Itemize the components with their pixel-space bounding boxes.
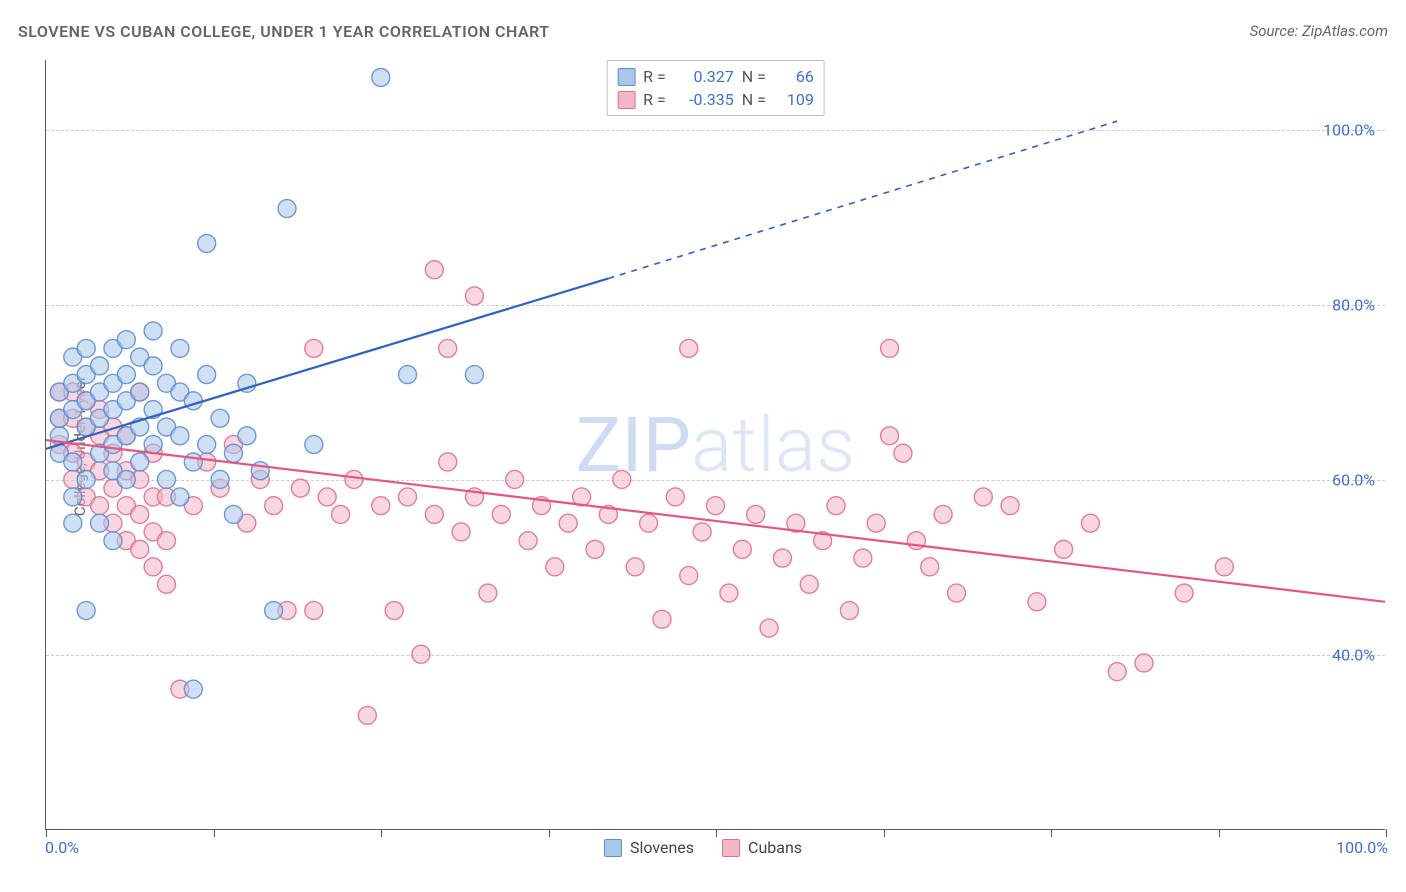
legend-item: Slovenes — [604, 838, 694, 857]
x-tick — [46, 829, 47, 837]
legend-label: Slovenes — [630, 838, 694, 857]
x-tick — [1386, 829, 1387, 837]
corr-r-label: R = — [643, 90, 666, 109]
x-tick — [716, 829, 717, 837]
corr-r-value: -0.335 — [674, 90, 734, 109]
corr-n-label: N = — [742, 90, 766, 109]
x-tick — [549, 829, 550, 837]
plot-area: ZIPatlas R =0.327N =66R =-0.335N =109 40… — [45, 60, 1385, 830]
corr-row: R = -0.335 N = 109 — [617, 88, 814, 111]
legend-item: Cubans — [722, 838, 802, 857]
corr-n-label: N = — [742, 67, 766, 86]
corr-swatch — [617, 68, 635, 86]
x-tick — [1051, 829, 1052, 837]
legend-swatch — [722, 839, 740, 857]
x-tick — [884, 829, 885, 837]
legend-swatch — [604, 839, 622, 857]
x-tick — [214, 829, 215, 837]
legend-label: Cubans — [748, 838, 802, 857]
corr-r-value: 0.327 — [674, 67, 734, 86]
scatter-svg — [46, 60, 1385, 829]
x-tick — [381, 829, 382, 837]
corr-swatch — [617, 91, 635, 109]
corr-row: R = 0.327 N = 66 — [617, 65, 814, 88]
correlation-legend: R = 0.327 N = 66 R = -0.335 N = 109 — [606, 60, 825, 116]
x-tick — [1219, 829, 1220, 837]
chart-title: SLOVENE VS CUBAN COLLEGE, UNDER 1 YEAR C… — [18, 22, 550, 41]
corr-r-label: R = — [643, 67, 666, 86]
source-label: Source: ZipAtlas.com — [1250, 22, 1388, 40]
corr-n-value: 109 — [774, 90, 814, 109]
corr-n-value: 66 — [774, 67, 814, 86]
bottom-legend: Slovenes Cubans — [0, 838, 1406, 861]
